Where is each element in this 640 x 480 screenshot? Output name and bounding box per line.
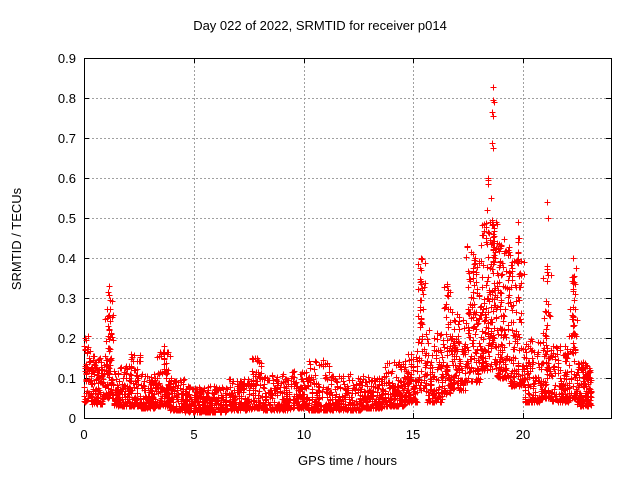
y-tick-label: 0.4 bbox=[58, 251, 76, 266]
grid-lines bbox=[84, 58, 611, 418]
plot-border bbox=[84, 58, 612, 419]
y-tick-label: 0 bbox=[69, 411, 76, 426]
y-tick-label: 0.2 bbox=[58, 331, 76, 346]
y-tick-label: 0.5 bbox=[58, 211, 76, 226]
x-tick-label: 10 bbox=[297, 427, 311, 442]
y-axis-label: SRMTID / TECUs bbox=[9, 187, 24, 291]
chart-title: Day 022 of 2022, SRMTID for receiver p01… bbox=[193, 18, 447, 33]
data-points bbox=[81, 84, 595, 416]
y-tick-label: 0.7 bbox=[58, 131, 76, 146]
x-axis-label: GPS time / hours bbox=[298, 453, 397, 468]
x-tick-label: 15 bbox=[406, 427, 420, 442]
y-tick-label: 0.1 bbox=[58, 371, 76, 386]
x-tick-label: 0 bbox=[80, 427, 87, 442]
y-tick-label: 0.9 bbox=[58, 51, 76, 66]
y-tick-label: 0.3 bbox=[58, 291, 76, 306]
y-tick-label: 0.8 bbox=[58, 91, 76, 106]
x-tick-label: 20 bbox=[516, 427, 530, 442]
tick-marks bbox=[84, 58, 611, 419]
x-tick-label: 5 bbox=[190, 427, 197, 442]
y-tick-label: 0.6 bbox=[58, 171, 76, 186]
